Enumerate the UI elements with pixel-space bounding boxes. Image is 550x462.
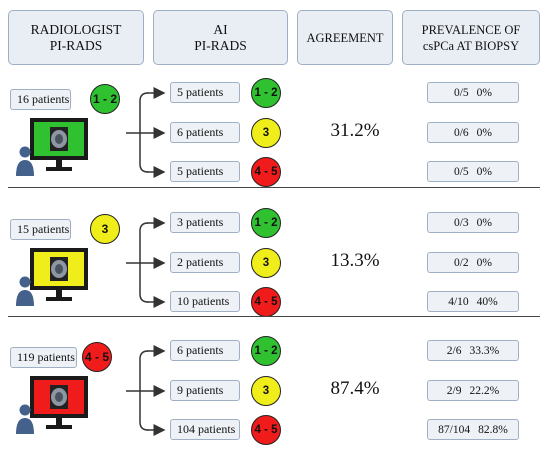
prevalence-ratio: 0/3: [453, 216, 469, 229]
radiologist-patients-box: 119 patients: [10, 347, 77, 368]
prevalence-ratio: 0/5: [453, 86, 469, 99]
prevalence-percent: 22.2%: [469, 384, 500, 397]
ai-patients-box: 2 patients: [170, 252, 240, 273]
radiologist-workstation-icon: [16, 118, 88, 176]
ai-patients-box: 3 patients: [170, 212, 240, 233]
header-agreement: AGREEMENT: [297, 10, 393, 65]
ai-score-badge: 1 - 2: [251, 208, 281, 238]
prevalence-ratio: 0/5: [453, 165, 469, 178]
radiologist-score-badge: 1 - 2: [90, 84, 120, 114]
prevalence-percent: 0%: [476, 86, 493, 99]
prevalence-ratio: 4/10: [448, 295, 469, 308]
ai-score-badge: 3: [251, 376, 281, 406]
header-radiologist-pirads: RADIOLOGIST PI-RADS: [8, 10, 144, 65]
prevalence-box: 0/5 0%: [427, 82, 519, 103]
prevalence-box: 4/10 40%: [427, 291, 519, 312]
header-ai-pirads: AI PI-RADS: [153, 10, 288, 65]
radiologist-workstation-icon: [16, 376, 88, 434]
prevalence-box: 0/5 0%: [427, 161, 519, 182]
radiologist-patients-box: 16 patients: [10, 89, 71, 110]
prevalence-box: 2/6 33.3%: [427, 340, 519, 361]
ai-score-badge: 4 - 5: [251, 287, 281, 317]
agreement-value: 31.2%: [330, 120, 380, 141]
prevalence-box: 87/104 82.8%: [427, 419, 519, 440]
ai-patients-box: 104 patients: [170, 419, 240, 440]
radiologist-workstation-icon: [16, 248, 88, 306]
prevalence-box: 0/3 0%: [427, 212, 519, 233]
ai-patients-box: 6 patients: [170, 340, 240, 361]
ai-score-badge: 3: [251, 248, 281, 278]
group-separator: [8, 316, 540, 317]
ai-score-badge: 1 - 2: [251, 78, 281, 108]
radiologist-score-badge: 3: [90, 214, 120, 244]
ai-patients-box: 5 patients: [170, 82, 240, 103]
prevalence-ratio: 2/6: [446, 344, 462, 357]
prevalence-box: 0/2 0%: [427, 252, 519, 273]
header-prevalence: PREVALENCE OF csPCa AT BIOPSY: [402, 10, 540, 65]
radiologist-patients-box: 15 patients: [10, 219, 71, 240]
prevalence-ratio: 0/6: [453, 126, 469, 139]
prevalence-percent: 40%: [476, 295, 498, 308]
prevalence-ratio: 2/9: [446, 384, 462, 397]
prevalence-box: 2/9 22.2%: [427, 380, 519, 401]
prevalence-percent: 0%: [476, 165, 493, 178]
prevalence-percent: 0%: [476, 256, 493, 269]
ai-score-badge: 1 - 2: [251, 336, 281, 366]
radiologist-score-badge: 4 - 5: [82, 342, 112, 372]
prevalence-percent: 33.3%: [469, 344, 500, 357]
ai-patients-box: 6 patients: [170, 122, 240, 143]
group-separator: [8, 187, 540, 188]
prevalence-box: 0/6 0%: [427, 122, 519, 143]
prevalence-ratio: 0/2: [453, 256, 469, 269]
ai-patients-box: 10 patients: [170, 291, 240, 312]
prevalence-percent: 0%: [476, 216, 493, 229]
agreement-value: 87.4%: [330, 378, 380, 399]
prevalence-percent: 0%: [476, 126, 493, 139]
ai-score-badge: 4 - 5: [251, 157, 281, 187]
ai-patients-box: 5 patients: [170, 161, 240, 182]
prevalence-ratio: 87/104: [438, 423, 471, 436]
ai-score-badge: 3: [251, 118, 281, 148]
ai-patients-box: 9 patients: [170, 380, 240, 401]
ai-score-badge: 4 - 5: [251, 415, 281, 445]
agreement-value: 13.3%: [330, 250, 380, 271]
prevalence-percent: 82.8%: [478, 423, 508, 436]
